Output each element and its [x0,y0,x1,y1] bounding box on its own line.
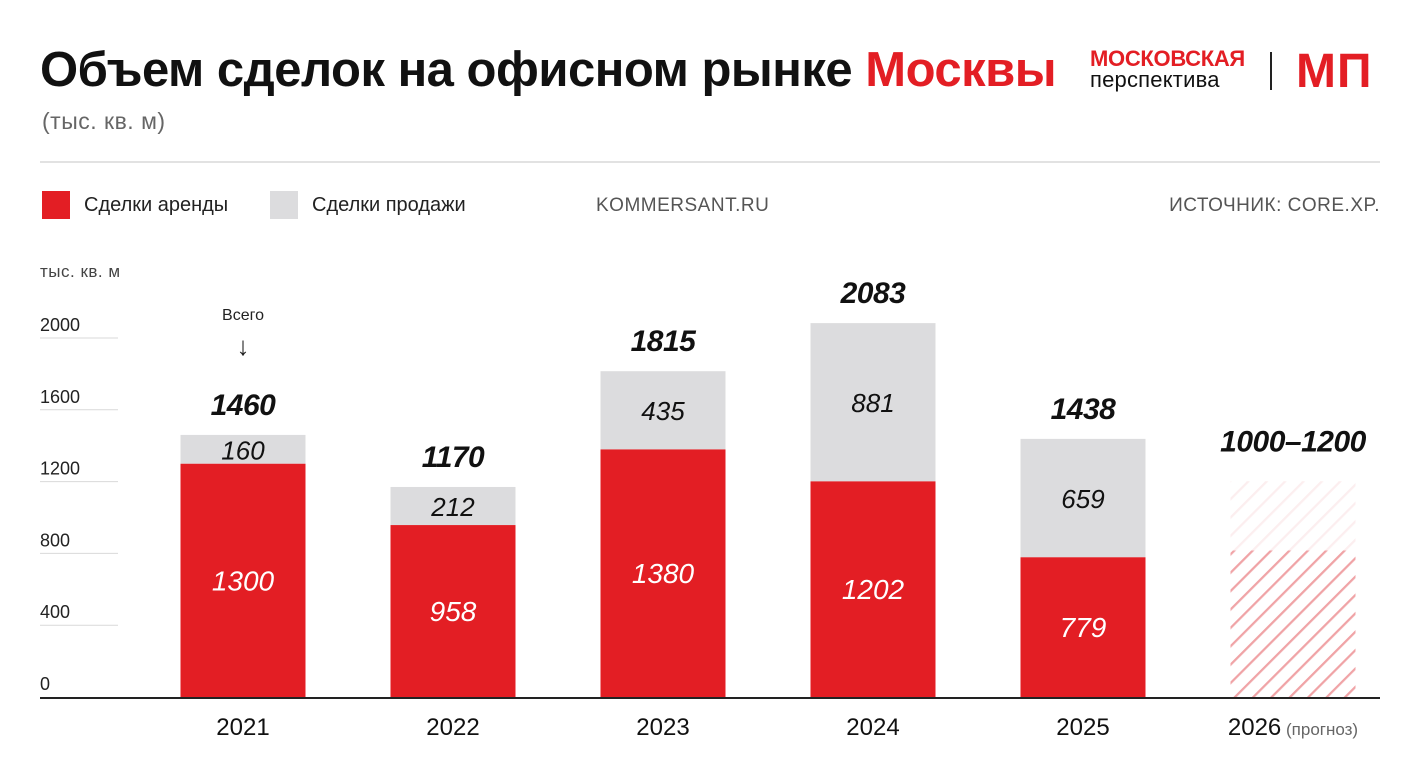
y-tick-label: 400 [40,602,70,622]
total-label-forecast: 1000–1200 [1220,426,1366,459]
x-tick-year: 2022 [426,714,479,741]
legend-label-rent: Сделки аренды [84,193,229,216]
legend-item-rent: Сделки аренды [42,191,228,219]
x-tick-year: 2021 [216,714,269,741]
bar-rent-2022 [390,525,516,697]
bar-rent-2021 [180,463,306,697]
source-kommersant: KOMMERSANT.RU [596,195,770,216]
legend-item-sale: Сделки продажи [270,191,466,219]
annotation-label: Всего [222,307,264,324]
data-label-rent: 1202 [842,574,905,605]
total-label: 1815 [631,325,698,358]
x-tick-year: 2024 [846,714,899,741]
data-label-rent: 958 [430,596,477,627]
chart-subtitle: (тыс. кв. м) [42,108,166,134]
brand-line-1: МОСКОВСКАЯ [1090,46,1245,71]
y-axis-label: тыс. кв. м [40,262,121,281]
brand-line-2: перспектива [1090,67,1220,92]
x-tick-label: 2021 [216,714,269,741]
data-label-rent: 1380 [632,558,695,589]
bar-forecast-fade [1230,481,1356,697]
data-label-rent: 779 [1060,612,1107,643]
y-tick-label: 1200 [40,459,80,479]
brand-divider [1270,52,1272,90]
bar-sale-2021 [180,434,306,464]
x-tick-label: 2023 [636,714,689,741]
data-label-sale: 659 [1061,484,1104,514]
x-tick-label: 2026 (прогноз) [1228,714,1358,741]
header-divider [40,161,1380,163]
bar-sale-2022 [390,486,516,526]
y-tick-label: 2000 [40,315,80,335]
legend-swatch-sale [270,191,298,219]
data-label-rent: 1300 [212,565,275,596]
source-core-xp: ИСТОЧНИК: CORE.XP. [1169,195,1380,216]
x-tick-label: 2025 [1056,714,1109,741]
data-label-sale: 881 [851,388,894,418]
y-tick-label: 800 [40,530,70,550]
data-label-sale: 435 [641,396,685,426]
data-label-sale: 160 [221,435,265,465]
brand-mark: МП [1296,45,1373,98]
total-label: 2083 [840,277,907,310]
x-tick-year: 2025 [1056,714,1109,741]
x-tick-year: 2026 [1228,714,1281,741]
bar-sale-2025 [1020,438,1146,558]
title-main: Объем сделок на офисном рынке [40,43,853,97]
title-highlight: Москвы [865,43,1057,97]
data-label-sale: 212 [430,492,475,522]
bar-sale-2023 [600,371,726,450]
chart-title: Объем сделок на офисном рынке Москвы [40,42,1057,98]
bar-rent-2023 [600,449,726,697]
legend-swatch-rent [42,191,70,219]
annotation-arrow: ↓ [237,331,250,361]
y-tick-label: 1600 [40,387,80,407]
total-label: 1460 [211,389,277,422]
brand-logo: МОСКОВСКАЯ перспектива [1090,46,1245,92]
x-tick-note: (прогноз) [1281,720,1358,739]
x-tick-label: 2022 [426,714,479,741]
legend-label-sale: Сделки продажи [312,193,466,216]
x-tick-label: 2024 [846,714,899,741]
bar-rent-2025 [1020,557,1146,697]
bar-rent-2024 [810,481,936,697]
x-tick-year: 2023 [636,714,689,741]
total-label: 1170 [422,441,485,474]
y-tick-label: 0 [40,674,50,694]
bar-sale-2024 [810,323,936,482]
total-label: 1438 [1051,393,1117,426]
